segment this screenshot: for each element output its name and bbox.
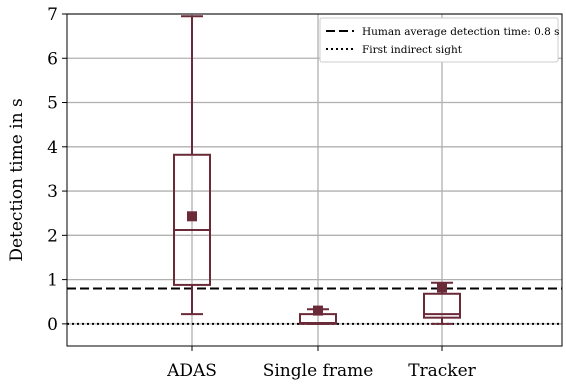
x-tick-label: ADAS	[166, 361, 217, 381]
box-adas	[173, 15, 211, 316]
y-tick-label: 1	[47, 271, 58, 291]
grid-lines	[67, 13, 562, 346]
y-tick-label: 5	[47, 94, 58, 114]
box-iqr	[173, 153, 211, 286]
reference-lines	[67, 287, 562, 325]
x-axis-ticks: ADAS Single frame Tracker	[166, 346, 477, 381]
legend-box	[319, 17, 559, 63]
legend-label: Human average detection time: 0.8 s	[362, 26, 560, 38]
x-tick-label: Single frame	[263, 361, 374, 381]
y-tick-label: 3	[47, 182, 58, 202]
legend-label: First indirect sight	[362, 44, 463, 56]
box-tracker	[423, 281, 461, 325]
y-tick-label: 4	[47, 138, 58, 158]
plot-frame	[66, 13, 563, 347]
y-tick-label: 2	[47, 226, 58, 246]
x-tick-label: Tracker	[408, 361, 476, 381]
box-iqr	[423, 292, 461, 319]
y-tick-label: 0	[47, 315, 58, 335]
y-axis-label: Detection time in s	[7, 98, 27, 261]
box-single-frame	[299, 305, 337, 325]
mean-marker	[313, 305, 323, 316]
legend: Human average detection time: 0.8 s First…	[319, 17, 560, 63]
y-tick-label: 6	[47, 49, 58, 69]
box-plots	[173, 15, 461, 325]
y-tick-label: 7	[47, 5, 58, 25]
mean-marker	[437, 282, 447, 293]
mean-marker	[187, 211, 197, 222]
y-axis-ticks: 0 1 2 3 4 5 6 7	[47, 5, 67, 335]
